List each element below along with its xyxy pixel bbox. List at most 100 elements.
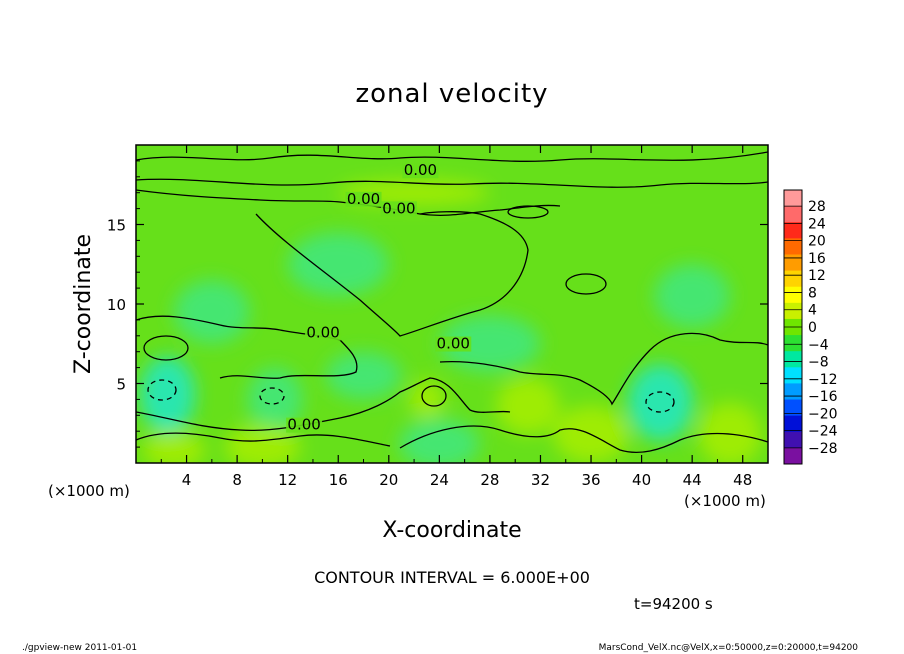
y-axis-title: Z-coordinate xyxy=(71,234,96,374)
colorbar-swatch xyxy=(784,351,802,368)
x-tick-label: 36 xyxy=(581,471,600,489)
contour-line-bottom-right xyxy=(399,425,768,453)
x-tick-label: 4 xyxy=(182,471,192,489)
contour-line-cone xyxy=(255,211,529,337)
colorbar-label: 28 xyxy=(808,199,826,215)
field-blob-8 xyxy=(698,402,762,463)
contour-labels: 0.000.000.000.000.000.00 xyxy=(286,161,472,434)
colorbar-label: −24 xyxy=(808,424,838,440)
colorbar-label: −8 xyxy=(808,355,829,371)
colorbar-swatch xyxy=(784,206,802,223)
field-blob-0 xyxy=(139,356,196,433)
x-tick-label: 48 xyxy=(733,471,752,489)
colorbar-label: −16 xyxy=(808,389,838,405)
chart-title: zonal velocity xyxy=(355,79,548,109)
contour-label-4: 0.00 xyxy=(437,335,470,353)
colorbar-swatch xyxy=(784,399,802,417)
colorbar-swatch xyxy=(784,270,802,288)
contour-label-bg-2 xyxy=(380,201,417,217)
x-tick-label: 24 xyxy=(430,471,449,489)
footer-right: MarsCond_VelX.nc@VelX,x=0:50000,z=0:2000… xyxy=(599,643,859,653)
y-tick-label: 15 xyxy=(107,217,126,235)
x-tick-label: 40 xyxy=(632,471,651,489)
x-tick-label: 12 xyxy=(278,471,297,489)
contour-label-bg-5 xyxy=(286,417,323,433)
contour-line-lower xyxy=(136,377,511,432)
colorbar-swatch xyxy=(784,222,802,239)
field-blob-1 xyxy=(247,367,303,432)
contour-label-bg-1 xyxy=(345,191,382,207)
colorbar-label: −20 xyxy=(808,406,838,422)
field-blob-11 xyxy=(439,315,541,373)
contour-line-upper xyxy=(136,178,768,188)
contour-label-5: 0.00 xyxy=(287,416,320,434)
plot-area: 0.000.000.000.000.000.00 xyxy=(136,145,768,463)
field-blob-2 xyxy=(627,364,694,441)
x-axis-title: X-coordinate xyxy=(382,518,521,543)
colorbar-label: 16 xyxy=(808,251,826,267)
y-tick-label: 10 xyxy=(107,296,126,314)
colorbar-swatch xyxy=(784,286,802,304)
contour-loop-3 xyxy=(565,273,607,295)
y-tick-label: 5 xyxy=(116,376,126,394)
field-blob-9 xyxy=(496,377,560,435)
x-unit-label-right: (×1000 m) xyxy=(684,492,766,510)
contour-loop-1 xyxy=(143,335,189,361)
contour-label-bg-0 xyxy=(402,163,439,179)
contour-label-2: 0.00 xyxy=(382,199,415,217)
colorbar-label: 4 xyxy=(808,303,817,319)
field-blob-10 xyxy=(325,351,402,400)
contour-label-bg-4 xyxy=(435,336,472,352)
field-blobs xyxy=(139,179,762,463)
field-blob-14 xyxy=(287,232,389,297)
time-text: t=94200 s xyxy=(634,595,713,613)
footer-left: ./gpview-new 2011-01-01 xyxy=(22,643,137,653)
field-blob-4 xyxy=(224,424,301,463)
contour-label-0: 0.00 xyxy=(404,161,437,179)
field-blob-6 xyxy=(409,380,445,419)
colorbar-label: 0 xyxy=(808,320,817,336)
contour-loop-7 xyxy=(259,387,285,405)
field-blob-13 xyxy=(654,264,731,328)
x-tick-label: 16 xyxy=(329,471,348,489)
colorbar-swatch xyxy=(784,335,802,352)
contour-interval-text: CONTOUR INTERVAL = 6.000E+00 xyxy=(314,568,590,587)
colorbar-swatch xyxy=(784,302,802,320)
x-tick-label: 20 xyxy=(379,471,398,489)
x-axis-ticks: 4 8 12 16 20 24 28 32 36 40 44 48 xyxy=(160,145,752,489)
colorbar-swatch xyxy=(784,415,802,433)
contour-line-top xyxy=(136,151,768,162)
colorbar-label: −4 xyxy=(808,337,829,353)
contour-label-3: 0.00 xyxy=(306,323,339,341)
colorbar-swatch xyxy=(784,447,802,465)
contour-line-mid-right xyxy=(439,332,768,406)
contour-loop-2 xyxy=(421,385,447,407)
x-tick-label: 8 xyxy=(232,471,242,489)
y-axis-ticks: 5 10 15 xyxy=(107,160,768,448)
field-blob-3 xyxy=(398,418,480,463)
colorbar-swatch xyxy=(784,190,802,207)
colorbar-swatch xyxy=(784,238,802,255)
x-unit-label-left: (×1000 m) xyxy=(48,482,130,500)
colorbar-swatch xyxy=(784,254,802,271)
contour-loop-4 xyxy=(507,205,549,219)
colorbar-swatch xyxy=(784,367,802,384)
colorbar-label: 12 xyxy=(808,268,826,284)
contour-loop-6 xyxy=(147,379,177,401)
colorbar-swatch xyxy=(784,383,802,400)
x-tick-label: 28 xyxy=(480,471,499,489)
colorbar-swatch xyxy=(784,431,802,449)
colorbar-label: 8 xyxy=(808,285,817,301)
x-tick-label: 44 xyxy=(683,471,702,489)
colorbar-label: 24 xyxy=(808,216,826,232)
x-tick-label: 32 xyxy=(531,471,550,489)
colorbar-label: −28 xyxy=(808,441,838,457)
field-blob-12 xyxy=(173,280,250,344)
contour-line-bottom-left xyxy=(136,432,391,447)
field-blob-5 xyxy=(142,431,206,463)
colorbar-label: −12 xyxy=(808,372,838,388)
contour-loop-5 xyxy=(645,391,675,413)
contour-label-1: 0.00 xyxy=(347,190,380,208)
